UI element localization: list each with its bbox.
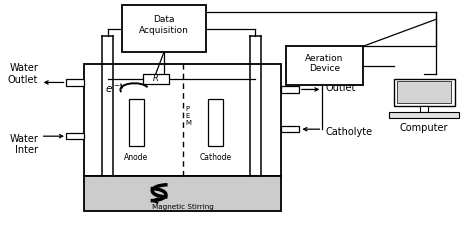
Bar <box>281 86 299 93</box>
Text: Catholyte: Catholyte <box>325 126 372 137</box>
Bar <box>143 74 169 84</box>
Bar <box>129 99 144 145</box>
Bar <box>397 81 451 103</box>
Bar <box>122 5 206 52</box>
Text: Data
Acquisition: Data Acquisition <box>139 15 189 35</box>
Text: R: R <box>153 74 159 83</box>
Text: $e^-$: $e^-$ <box>105 84 120 95</box>
Bar <box>420 106 428 112</box>
Text: Computer: Computer <box>400 123 448 133</box>
Bar <box>84 64 281 176</box>
Text: Cathode: Cathode <box>200 153 232 161</box>
Text: Magnetic Stirring: Magnetic Stirring <box>152 204 214 210</box>
Text: Water
Outlet: Water Outlet <box>8 63 38 85</box>
Bar <box>209 99 224 145</box>
Bar <box>66 79 84 86</box>
Text: Water
Outlet: Water Outlet <box>325 72 356 93</box>
Bar <box>389 112 459 118</box>
Bar <box>84 176 281 211</box>
Text: Aeration
Device: Aeration Device <box>305 54 344 73</box>
Text: P
E
M: P E M <box>185 106 191 126</box>
Bar <box>281 126 299 133</box>
Bar <box>286 46 363 85</box>
Text: Water
Inter: Water Inter <box>9 133 38 155</box>
Bar <box>393 79 455 106</box>
Text: Anode: Anode <box>124 153 148 161</box>
Bar <box>66 133 84 139</box>
